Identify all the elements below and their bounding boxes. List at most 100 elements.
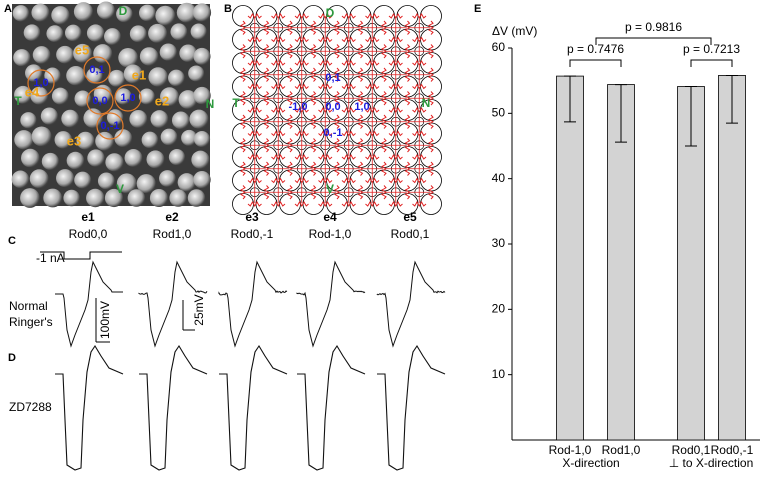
- rod: [302, 146, 325, 168]
- cell: [123, 64, 143, 84]
- rod: [255, 99, 278, 121]
- electrode-ring: [86, 87, 114, 115]
- rod: [396, 146, 419, 168]
- cell: [66, 151, 85, 170]
- label: 0,1: [325, 72, 340, 84]
- rod: [349, 193, 372, 215]
- label: -1 nA: [36, 251, 65, 265]
- rod: [326, 28, 348, 51]
- rod: [279, 169, 301, 192]
- rod: [420, 169, 442, 192]
- cell: [189, 109, 209, 129]
- rod: [373, 146, 395, 168]
- label: B: [224, 3, 232, 15]
- label: 60: [492, 40, 506, 54]
- cell: [160, 87, 180, 107]
- cell: [168, 149, 186, 166]
- rod: [420, 75, 442, 98]
- rod: [349, 122, 372, 145]
- rod: [232, 122, 254, 145]
- coupling: [427, 114, 435, 129]
- cell: [73, 43, 93, 63]
- bracket: [569, 59, 622, 67]
- label: 30: [492, 236, 506, 250]
- label: 100mV: [98, 301, 112, 339]
- label: V: [326, 182, 334, 196]
- rod: [255, 75, 278, 98]
- trace-c: [296, 260, 366, 348]
- electrode-ring: [114, 84, 142, 112]
- label: D: [119, 4, 128, 18]
- coupling: [388, 200, 403, 208]
- label: 0,-1: [324, 127, 343, 139]
- cell: [178, 90, 198, 110]
- rod: [232, 146, 254, 168]
- label: V: [116, 182, 124, 196]
- cell: [66, 65, 86, 86]
- coupling: [294, 200, 309, 208]
- cell: [160, 128, 178, 146]
- cell: [193, 131, 211, 148]
- label: p = 0.9816: [625, 20, 682, 34]
- error-bar: [615, 84, 627, 143]
- label: A: [4, 3, 12, 15]
- coupling: [427, 91, 435, 106]
- rod: [396, 75, 419, 98]
- label: 1,0: [354, 101, 369, 113]
- cell: [188, 65, 205, 82]
- cell: [148, 67, 168, 87]
- coupling: [427, 20, 435, 35]
- label: T: [14, 94, 22, 108]
- label: ZD7288: [9, 400, 52, 414]
- rod: [279, 52, 301, 74]
- coupling: [247, 200, 262, 208]
- cell: [86, 24, 105, 42]
- cell: [146, 150, 165, 169]
- label: E: [474, 3, 481, 15]
- traces: [40, 251, 446, 471]
- label: p = 0.7476: [567, 42, 624, 56]
- trace-c: [218, 260, 288, 348]
- cell: [23, 24, 41, 42]
- label: Ringer's: [9, 315, 53, 329]
- cell: [181, 129, 198, 146]
- rod: [232, 75, 254, 98]
- cell: [93, 44, 113, 64]
- label: T: [232, 96, 240, 110]
- cell: [97, 172, 115, 190]
- rod: [255, 122, 278, 145]
- cell: [177, 173, 196, 192]
- rod: [396, 28, 419, 51]
- label: 1,0: [33, 77, 48, 89]
- electrode-ring: [96, 112, 124, 140]
- rod: [373, 5, 395, 27]
- bracket: [690, 59, 733, 67]
- cell: [11, 170, 30, 189]
- error-bar: [564, 75, 576, 123]
- label: Rod0,1: [391, 227, 430, 241]
- cell: [141, 131, 159, 149]
- label: 0,0: [92, 95, 107, 107]
- rod: [255, 146, 278, 168]
- coupling: [427, 67, 435, 82]
- label: Rod0,1: [672, 443, 711, 457]
- rod: [232, 5, 254, 27]
- cell: [12, 5, 30, 22]
- cell: [155, 5, 176, 26]
- rod: [302, 5, 325, 27]
- rod: [279, 122, 301, 145]
- rod: [373, 193, 395, 215]
- cell: [176, 2, 197, 23]
- cell: [104, 28, 121, 46]
- label: Rod0,-1: [711, 443, 754, 457]
- cell: [73, 2, 94, 22]
- label: e3: [245, 210, 259, 224]
- coupling: [318, 200, 333, 208]
- cell: [159, 43, 177, 61]
- electrode-ring: [27, 69, 55, 97]
- label: 10: [492, 367, 506, 381]
- cell: [93, 84, 113, 104]
- rod: [255, 5, 278, 27]
- cell: [190, 23, 207, 40]
